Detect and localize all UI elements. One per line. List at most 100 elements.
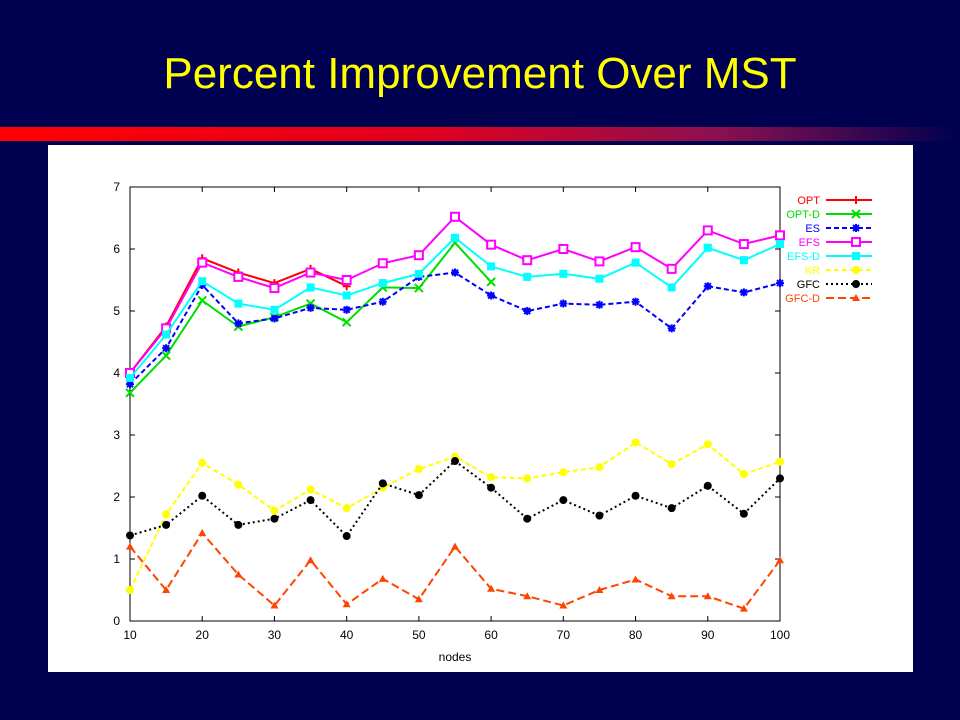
data-point [487,473,496,482]
data-point [270,514,279,523]
data-point [486,277,496,287]
data-point [702,225,713,236]
data-point [126,531,134,540]
data-point [594,256,605,267]
x-tick-label: 70 [557,628,571,642]
legend-marker [852,280,860,288]
data-point [775,230,785,241]
data-point [341,317,352,327]
chart-panel: 10 20 30 40 50 60 70 80 90 100 0 1 2 3 4 5 6 7 OPT OPT-D ES… [48,145,913,672]
data-point [162,344,171,353]
data-point [595,463,604,472]
data-point [270,601,279,609]
series-efs [125,211,785,378]
series-line [129,236,781,379]
y-tick-label: 0 [113,614,120,628]
data-point [559,269,568,278]
legend-label: OPT-D [786,209,820,221]
series-es [126,268,784,389]
series-line [129,271,781,385]
data-point [739,604,748,612]
data-point [631,438,640,447]
legend-label: KR [805,265,820,277]
data-point [378,574,387,582]
data-point [306,485,315,494]
legend-label: GFC-D [785,293,820,305]
legend-label: GFC [797,279,820,291]
x-tick-label: 80 [629,628,643,642]
data-point [631,491,640,500]
x-tick-label: 30 [268,628,282,642]
data-point [559,468,568,477]
data-point [595,586,604,593]
data-point [126,542,134,550]
legend-marker [851,209,861,219]
data-point [162,330,171,339]
data-point [234,299,243,308]
data-point [342,504,351,513]
x-tick-label: 50 [412,628,426,642]
legend-marker [852,266,860,274]
data-point [666,263,677,274]
title-divider [0,127,960,141]
legend-label: OPT [797,195,820,207]
x-tick-label: 60 [484,628,498,642]
legend-marker [852,252,860,260]
data-point [234,480,243,489]
data-point [703,282,712,291]
data-point [559,601,568,609]
legend-label: EFS [799,237,820,249]
data-point [306,283,315,292]
data-point [414,283,424,293]
legend-label: EFS-D [787,251,820,263]
data-point [197,257,208,268]
legend: OPT OPT-D ES EFS EFS-D KR GFC GFC-D [785,195,872,305]
data-point [270,506,279,515]
data-point [450,211,460,222]
data-point [377,258,388,269]
data-point [342,532,351,541]
y-tick-label: 7 [113,180,120,194]
data-point [667,460,676,469]
data-point [739,509,748,518]
x-tick-label: 10 [123,628,137,642]
data-point [378,279,387,288]
data-point [451,233,459,242]
data-point [414,595,423,603]
data-point [270,305,279,314]
series-line [129,459,781,538]
data-point [739,470,748,479]
data-point [522,255,533,266]
data-point [559,299,568,308]
data-point [414,491,423,500]
series-gfc [126,457,784,541]
series-layer [125,211,785,612]
data-point [270,314,279,323]
data-point [126,380,134,389]
data-point [125,388,135,398]
data-point [559,496,568,505]
data-point [776,457,784,466]
legend-marker [851,237,861,247]
data-point [413,250,424,261]
data-point [739,288,748,297]
x-tick-label: 100 [770,628,790,642]
x-tick-label: 90 [701,628,715,642]
data-point [523,307,532,315]
y-tick-label: 6 [113,242,120,256]
data-point [523,272,532,281]
data-point [233,271,244,282]
data-point [342,291,351,300]
data-point [523,474,532,483]
data-point [776,556,784,564]
data-point [341,275,352,285]
series-kr [126,438,784,594]
data-point [776,240,784,249]
data-point [738,239,749,250]
data-point [306,496,315,505]
data-point [595,300,604,309]
data-point [667,283,676,292]
data-point [306,303,315,312]
data-point [198,277,207,286]
data-point [631,575,640,583]
